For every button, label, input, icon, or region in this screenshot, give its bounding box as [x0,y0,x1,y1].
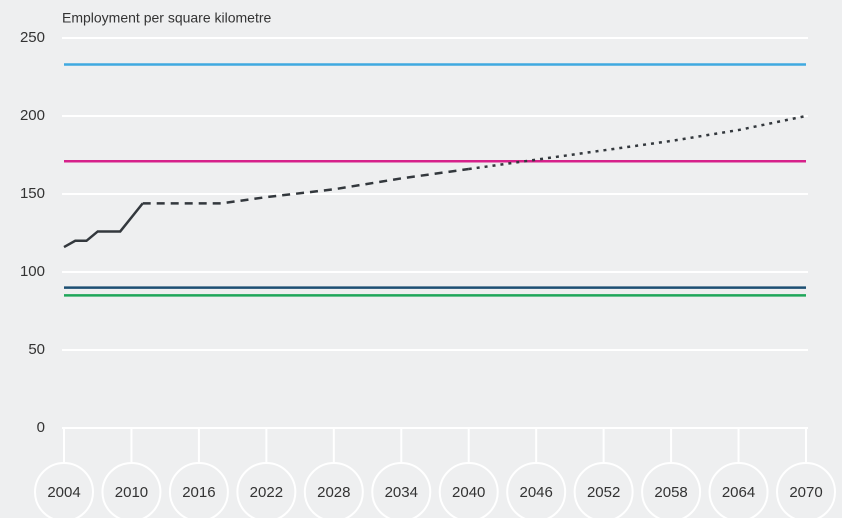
x-tick-label: 2058 [654,484,687,501]
y-tick-label: 50 [28,341,45,358]
y-tick-label: 150 [20,185,45,202]
x-tick-label: 2028 [317,484,350,501]
chart-title: Employment per square kilometre [62,10,272,26]
series-line [468,114,807,171]
x-tick-label: 2016 [182,484,215,501]
x-tick-circle [371,462,432,518]
y-tick-label: 200 [20,107,45,124]
series-line [63,202,144,249]
x-tick-circle [34,462,94,518]
x-tick-label: 2064 [722,484,755,501]
x-tick-circle [506,462,567,518]
x-tick-label: 2022 [250,484,283,501]
x-tick-label: 2040 [452,484,485,501]
x-tick-circle [641,462,702,518]
x-tick-circle [236,462,297,518]
x-tick-circle [776,462,836,518]
y-tick-label: 0 [37,419,45,436]
series-line [142,167,469,205]
y-tick-label: 100 [20,263,45,280]
x-tick-circle [438,462,499,518]
x-tick-label: 2046 [519,484,552,501]
x-tick-label: 2070 [789,484,822,501]
x-tick-circle [168,462,229,518]
x-tick-label: 2010 [115,484,148,501]
x-tick-circle [573,462,634,518]
x-tick-circle [708,462,769,518]
y-tick-label: 250 [20,29,45,46]
x-tick-label: 2052 [587,484,620,501]
x-tick-circle [303,462,364,518]
x-tick-circle [101,462,162,518]
x-tick-label: 2034 [385,484,418,501]
x-tick-label: 2004 [47,484,80,501]
